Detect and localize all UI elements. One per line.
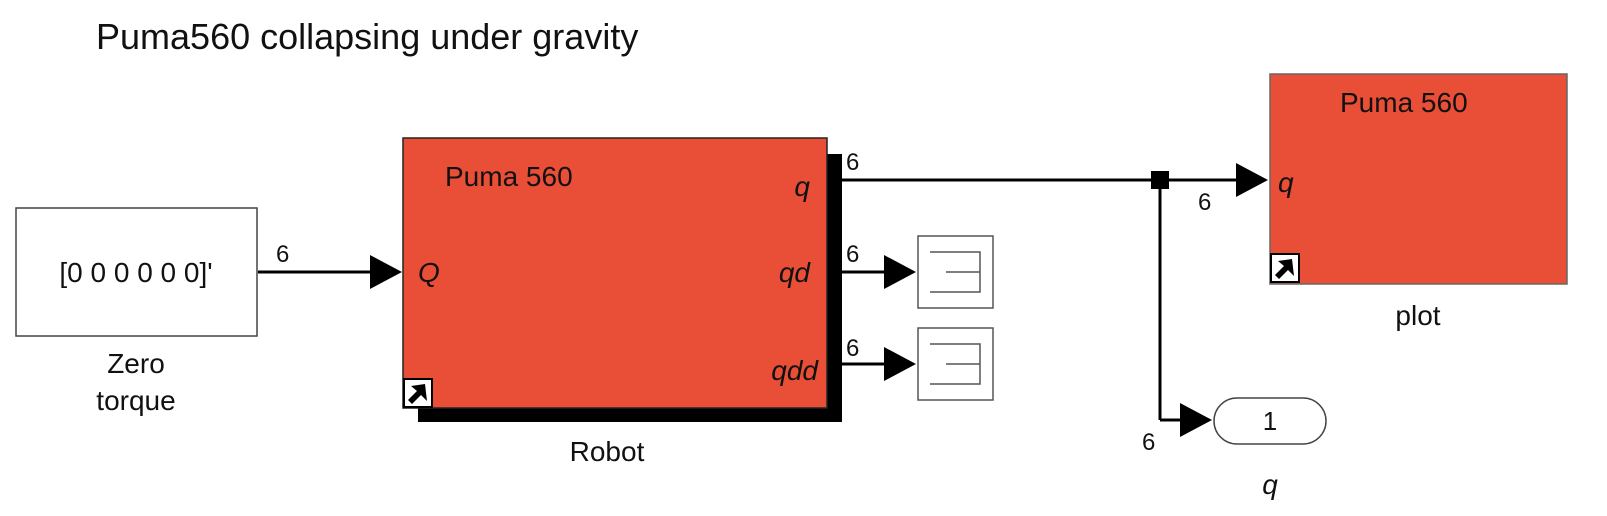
outport-input-signal-width: 6 [1142,429,1155,456]
outport-block[interactable]: 1 [1213,397,1327,445]
plot-link-arrow-icon [1270,253,1300,283]
plot-input-port-q: q [1278,167,1294,198]
plot-block-label: plot [1395,300,1440,331]
q-signal-width: 6 [846,149,859,176]
qdd-terminator-block[interactable] [917,327,994,401]
plot-block-title: Puma 560 [1340,87,1468,118]
robot-block[interactable]: Puma 560 Q q qd qdd [402,137,842,422]
robot-output-port-q: q [794,171,810,202]
zero-torque-label-line1: Zero [107,348,165,379]
robot-block-label: Robot [570,436,645,467]
torque-signal-width: 6 [276,241,289,268]
qdd-signal-line[interactable] [842,347,916,381]
zero-torque-block[interactable]: [0 0 0 0 0 0]' [15,207,258,337]
constant-value: [0 0 0 0 0 0]' [59,257,212,288]
diagram-title: Puma560 collapsing under gravity [96,16,638,57]
robot-output-port-qd: qd [779,257,812,288]
outport-label: q [1262,469,1278,500]
robot-input-port-Q: Q [418,257,440,288]
qd-signal-width: 6 [846,241,859,268]
qd-terminator-block[interactable] [917,235,994,309]
outport-number: 1 [1263,406,1277,436]
torque-signal-line[interactable] [258,255,402,289]
zero-torque-label-line2: torque [96,385,175,416]
qdd-signal-width: 6 [846,335,859,362]
plot-block[interactable]: Puma 560 q [1269,73,1568,285]
robot-block-title: Puma 560 [445,161,573,192]
robot-output-port-qdd: qdd [771,355,819,386]
plot-input-signal-width: 6 [1198,189,1211,216]
robot-link-arrow-icon [403,378,433,408]
q-signal-line[interactable] [842,163,1268,437]
qd-signal-line[interactable] [842,255,916,289]
